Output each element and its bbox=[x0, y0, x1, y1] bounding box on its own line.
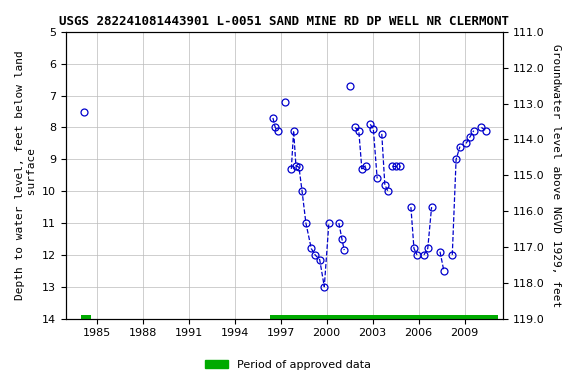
Legend: Period of approved data: Period of approved data bbox=[201, 356, 375, 375]
Bar bbox=[270, 315, 498, 322]
Y-axis label: Groundwater level above NGVD 1929, feet: Groundwater level above NGVD 1929, feet bbox=[551, 44, 561, 307]
Bar bbox=[81, 315, 90, 322]
Title: USGS 282241081443901 L-0051 SAND MINE RD DP WELL NR CLERMONT: USGS 282241081443901 L-0051 SAND MINE RD… bbox=[59, 15, 509, 28]
Y-axis label: Depth to water level, feet below land
 surface: Depth to water level, feet below land su… bbox=[15, 50, 37, 300]
